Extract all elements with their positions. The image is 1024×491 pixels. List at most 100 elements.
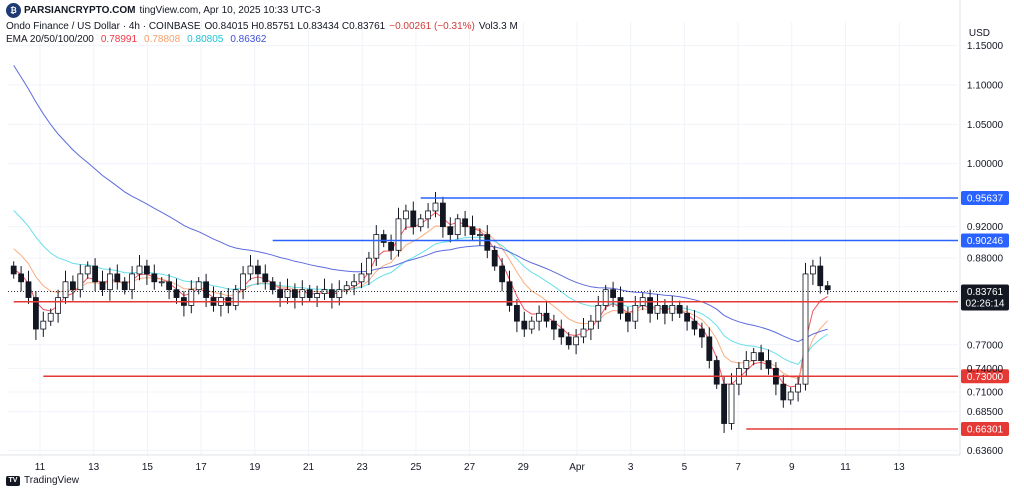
- candle-body: [277, 289, 284, 298]
- candle-body: [499, 265, 506, 283]
- candle-body: [62, 281, 69, 298]
- candle-body: [10, 265, 17, 275]
- candle-body: [107, 273, 113, 291]
- x-tick-label: 13: [88, 462, 100, 473]
- ema-line-4: [13, 65, 828, 343]
- candle-body: [528, 320, 535, 330]
- candle-body: [195, 281, 202, 291]
- candle-body: [425, 210, 432, 220]
- candle-body: [765, 360, 772, 369]
- level-label-bg: [961, 422, 1009, 437]
- x-tick-label: 11: [840, 462, 851, 473]
- y-tick-label: 1.00000: [967, 159, 1004, 170]
- candle-body: [602, 289, 609, 306]
- candle-body: [188, 289, 195, 306]
- candle-body: [514, 305, 520, 322]
- candle-body: [750, 352, 757, 361]
- candle-body: [129, 273, 136, 291]
- candle-body: [173, 289, 180, 298]
- candle-body: [240, 273, 247, 291]
- y-tick-label: 1.05000: [967, 120, 1004, 131]
- x-tick-label: 29: [518, 462, 530, 473]
- candle-body: [432, 202, 439, 212]
- level-label-bg: [961, 191, 1009, 206]
- candle-body: [410, 210, 417, 228]
- candle-body: [543, 312, 550, 322]
- candle-body: [269, 281, 276, 291]
- candle-body: [610, 289, 616, 298]
- candle-body: [802, 273, 809, 385]
- candle-body: [439, 202, 446, 228]
- candle-body: [254, 265, 261, 275]
- candle-body: [565, 336, 572, 346]
- candle-body: [365, 257, 372, 275]
- candle-body: [299, 289, 306, 298]
- y-tick-label: 0.88000: [967, 254, 1004, 265]
- level-label: 0.66301: [967, 425, 1004, 436]
- chart-header: ₿ PARSIANCRYPTO.COM tingView.com, Apr 10…: [6, 3, 518, 46]
- y-tick-label: 0.71000: [967, 388, 1004, 399]
- candle-body: [158, 281, 165, 284]
- ema200-value: 0.86362: [230, 34, 267, 45]
- candle-body: [358, 273, 365, 283]
- candle-body: [595, 305, 602, 322]
- candle-body: [136, 265, 143, 275]
- candle-body: [395, 218, 402, 251]
- countdown-label: 02:26:14: [966, 299, 1005, 310]
- candle-body: [417, 218, 424, 228]
- candle-body: [691, 320, 698, 330]
- candle-body: [536, 312, 542, 322]
- time-axis: 11 13 15 17 19 21 23 25 27 29 Apr 3 5 7 9 11 13: [0, 454, 960, 473]
- candle-body: [151, 273, 158, 283]
- candle-body: [247, 265, 254, 275]
- y-tick-label: 0.92000: [967, 222, 1004, 233]
- currency-label[interactable]: USD: [968, 28, 990, 39]
- x-tick-label: 19: [249, 462, 261, 473]
- candle-body: [684, 312, 690, 322]
- candle-body: [166, 281, 173, 291]
- candle-body: [795, 383, 801, 393]
- ema50-value: 0.78808: [144, 34, 181, 45]
- price-change: −0.00261 (−0.31%): [389, 21, 475, 32]
- candle-body: [647, 297, 653, 314]
- horizontal-levels: 0.956370.902460.824710.730000.663010.837…: [8, 191, 1009, 437]
- candle-body: [143, 265, 150, 275]
- level-label: 0.95637: [967, 194, 1004, 205]
- parsiancrypto-icon: ₿: [6, 3, 21, 18]
- ema-label[interactable]: EMA 20/50/100/200: [6, 34, 94, 45]
- candle-body: [506, 281, 513, 306]
- candle-body: [232, 289, 239, 306]
- candle-body: [454, 218, 461, 235]
- candle-body: [580, 328, 587, 338]
- candle-body: [669, 305, 676, 314]
- candle-body: [203, 281, 210, 298]
- x-tick-label: 3: [628, 462, 634, 473]
- candle-body: [721, 383, 727, 424]
- volume-value: Vol3.3 M: [478, 21, 518, 32]
- ema20-value: 0.78991: [100, 34, 138, 45]
- candle-body: [558, 328, 565, 338]
- watermark-logo: ₿ PARSIANCRYPTO.COM: [6, 3, 136, 18]
- x-tick-label: 17: [196, 462, 208, 473]
- candle-body: [654, 305, 661, 314]
- candle-body: [780, 383, 787, 401]
- candle-body: [447, 226, 454, 235]
- watermark-text: PARSIANCRYPTO.COM: [24, 5, 136, 16]
- candles: [10, 192, 831, 433]
- candle-body: [351, 281, 358, 287]
- symbol-title[interactable]: Ondo Finance / US Dollar · 4h · COINBASE: [6, 21, 201, 32]
- x-tick-label: Apr: [569, 462, 585, 473]
- footer-brand[interactable]: TradingView: [24, 475, 80, 486]
- candle-body: [284, 289, 291, 298]
- ema-line-1: [13, 211, 828, 388]
- y-tick-label: 0.68500: [967, 407, 1004, 418]
- x-tick-label: 15: [142, 462, 154, 473]
- level-label-bg: [961, 233, 1009, 248]
- candle-body: [699, 328, 705, 338]
- candle-body: [77, 273, 84, 291]
- y-tick-label: 1.15000: [967, 41, 1004, 52]
- candle-body: [92, 265, 98, 283]
- candle-body: [676, 305, 683, 314]
